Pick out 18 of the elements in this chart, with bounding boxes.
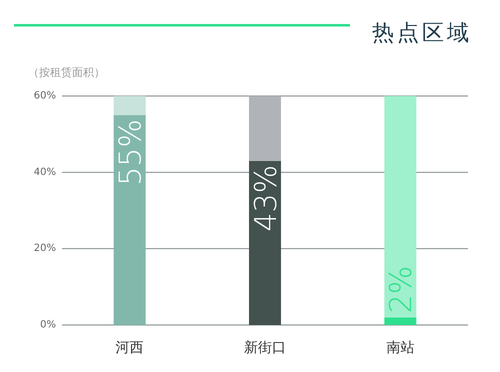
bar — [249, 160, 281, 325]
bar — [384, 96, 416, 318]
bar — [249, 96, 281, 161]
y-tick-label: 60% — [34, 90, 56, 102]
data-label: 43% — [248, 164, 284, 232]
y-tick-label: 20% — [34, 243, 56, 254]
x-tick-label: 新街口 — [244, 340, 286, 356]
chart-title: 热点区域 — [372, 21, 472, 46]
bar — [114, 96, 146, 116]
x-tick-label: 河西 — [116, 340, 144, 356]
x-tick-label: 南站 — [386, 340, 414, 356]
bar — [384, 317, 416, 325]
bar — [114, 115, 146, 325]
y-axis-title: （按租赁面积） — [28, 66, 105, 79]
data-label: 2% — [384, 266, 420, 314]
data-label: 55% — [113, 119, 148, 186]
y-tick-label: 40% — [34, 166, 56, 178]
y-tick-label: 0% — [40, 320, 56, 330]
